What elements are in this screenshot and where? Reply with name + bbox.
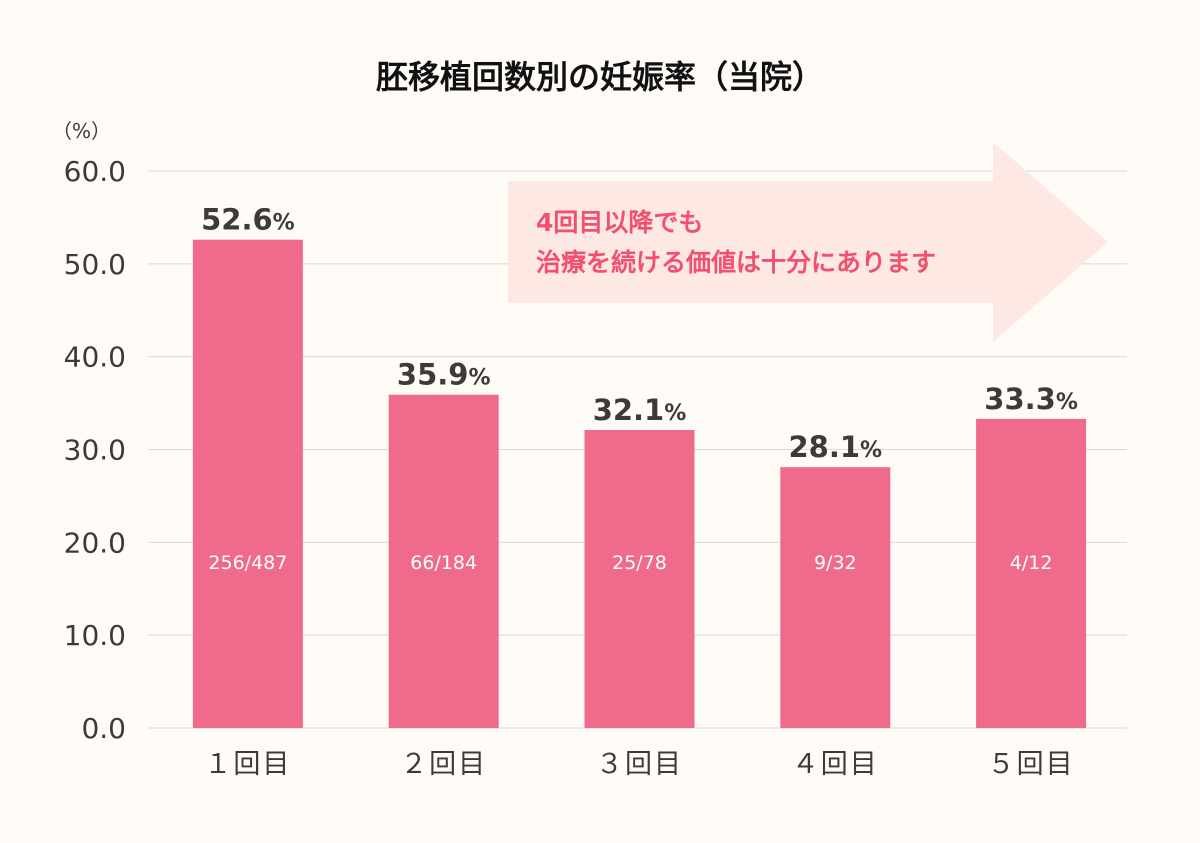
x-tick-label: １回目	[204, 749, 291, 780]
arrow-shape	[508, 142, 1108, 342]
y-axis-unit-label: （%）	[52, 119, 111, 143]
y-tick-label: 40.0	[64, 341, 126, 374]
y-tick-label: 20.0	[64, 526, 126, 559]
count-label: 9/32	[814, 552, 857, 574]
bar	[780, 467, 891, 728]
y-tick-label: 10.0	[64, 619, 126, 652]
annotation-line-1: 4回目以降でも	[536, 208, 703, 237]
count-label: 25/78	[612, 552, 667, 574]
value-label: 33.3%	[984, 382, 1078, 416]
bar	[388, 394, 499, 728]
count-label: 4/12	[1010, 552, 1053, 574]
annotation-line-2: 治療を続ける価値は十分にあります	[536, 248, 936, 277]
value-label: 28.1%	[788, 430, 882, 464]
value-label: 32.1%	[593, 393, 687, 427]
annotation-arrow: 4回目以降でも 治療を続ける価値は十分にあります	[508, 142, 1108, 342]
x-tick-label: ３回目	[596, 749, 683, 780]
bar	[192, 239, 303, 729]
count-label: 66/184	[410, 552, 477, 574]
y-tick-label: 60.0	[64, 155, 126, 188]
x-tick-label: ５回目	[988, 749, 1075, 780]
bar	[584, 430, 695, 728]
count-label: 256/487	[208, 552, 287, 574]
x-tick-label: ４回目	[792, 749, 879, 780]
bar	[976, 418, 1087, 728]
x-tick-label: ２回目	[400, 749, 487, 780]
value-label: 35.9%	[397, 358, 491, 392]
value-label: 52.6%	[201, 203, 295, 237]
y-tick-label: 0.0	[81, 712, 126, 745]
chart-title: 胚移植回数別の妊娠率（当院）	[376, 58, 824, 96]
y-tick-label: 50.0	[64, 248, 126, 281]
y-tick-label: 30.0	[64, 434, 126, 467]
